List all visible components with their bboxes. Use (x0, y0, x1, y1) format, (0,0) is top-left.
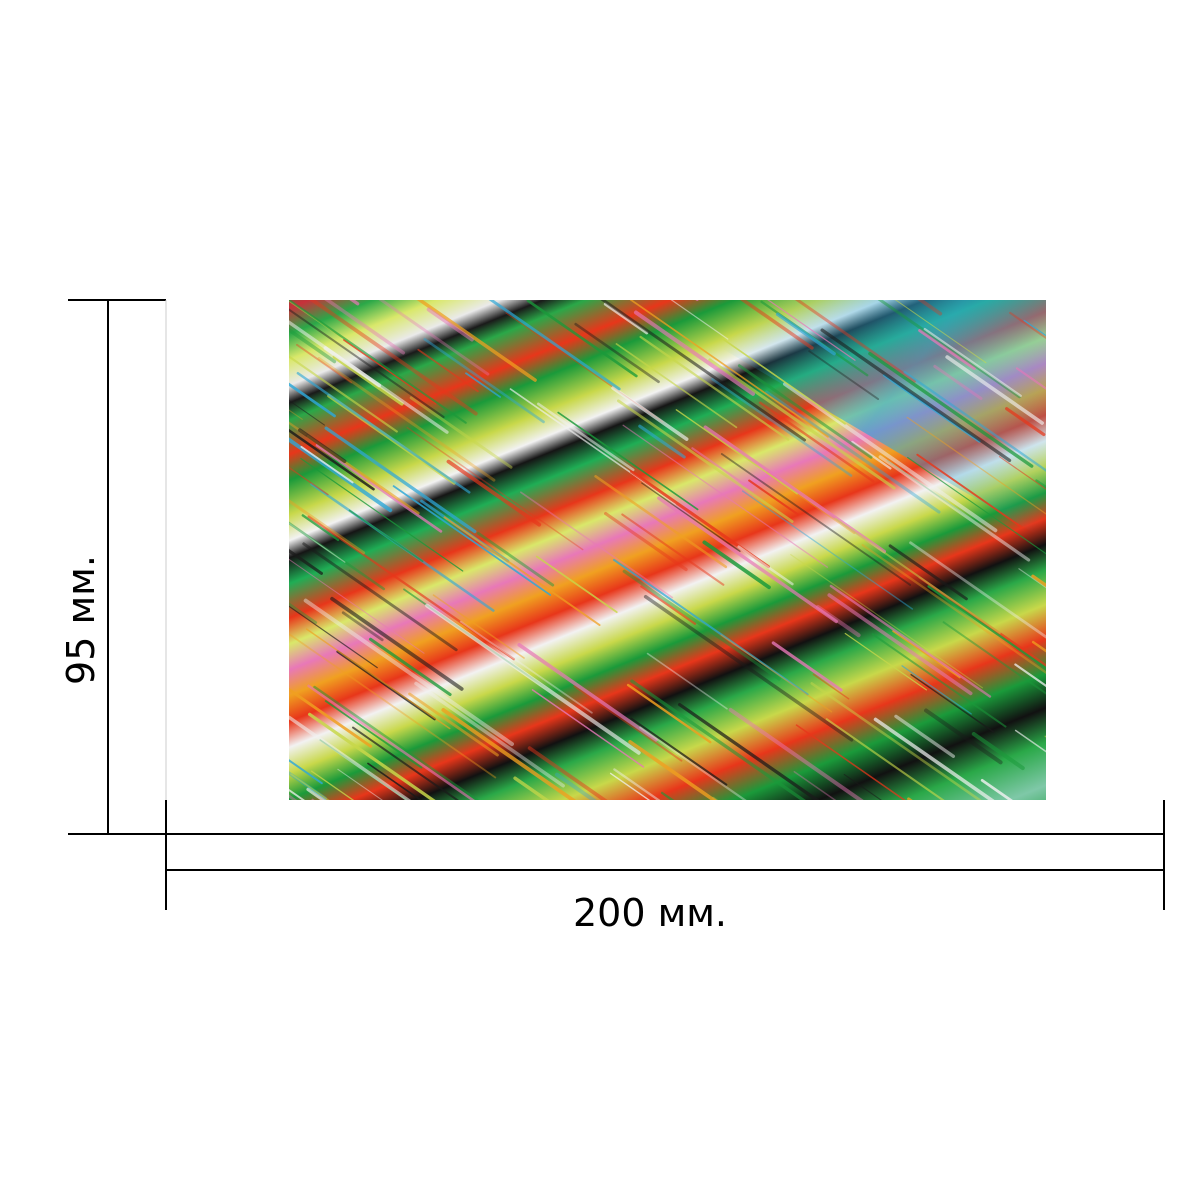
width-label: 200 мм. (572, 891, 728, 935)
product-image (289, 300, 1046, 800)
height-label: 95 мм. (59, 555, 103, 685)
width-dimension (165, 800, 1165, 910)
height-dimension (68, 299, 167, 835)
